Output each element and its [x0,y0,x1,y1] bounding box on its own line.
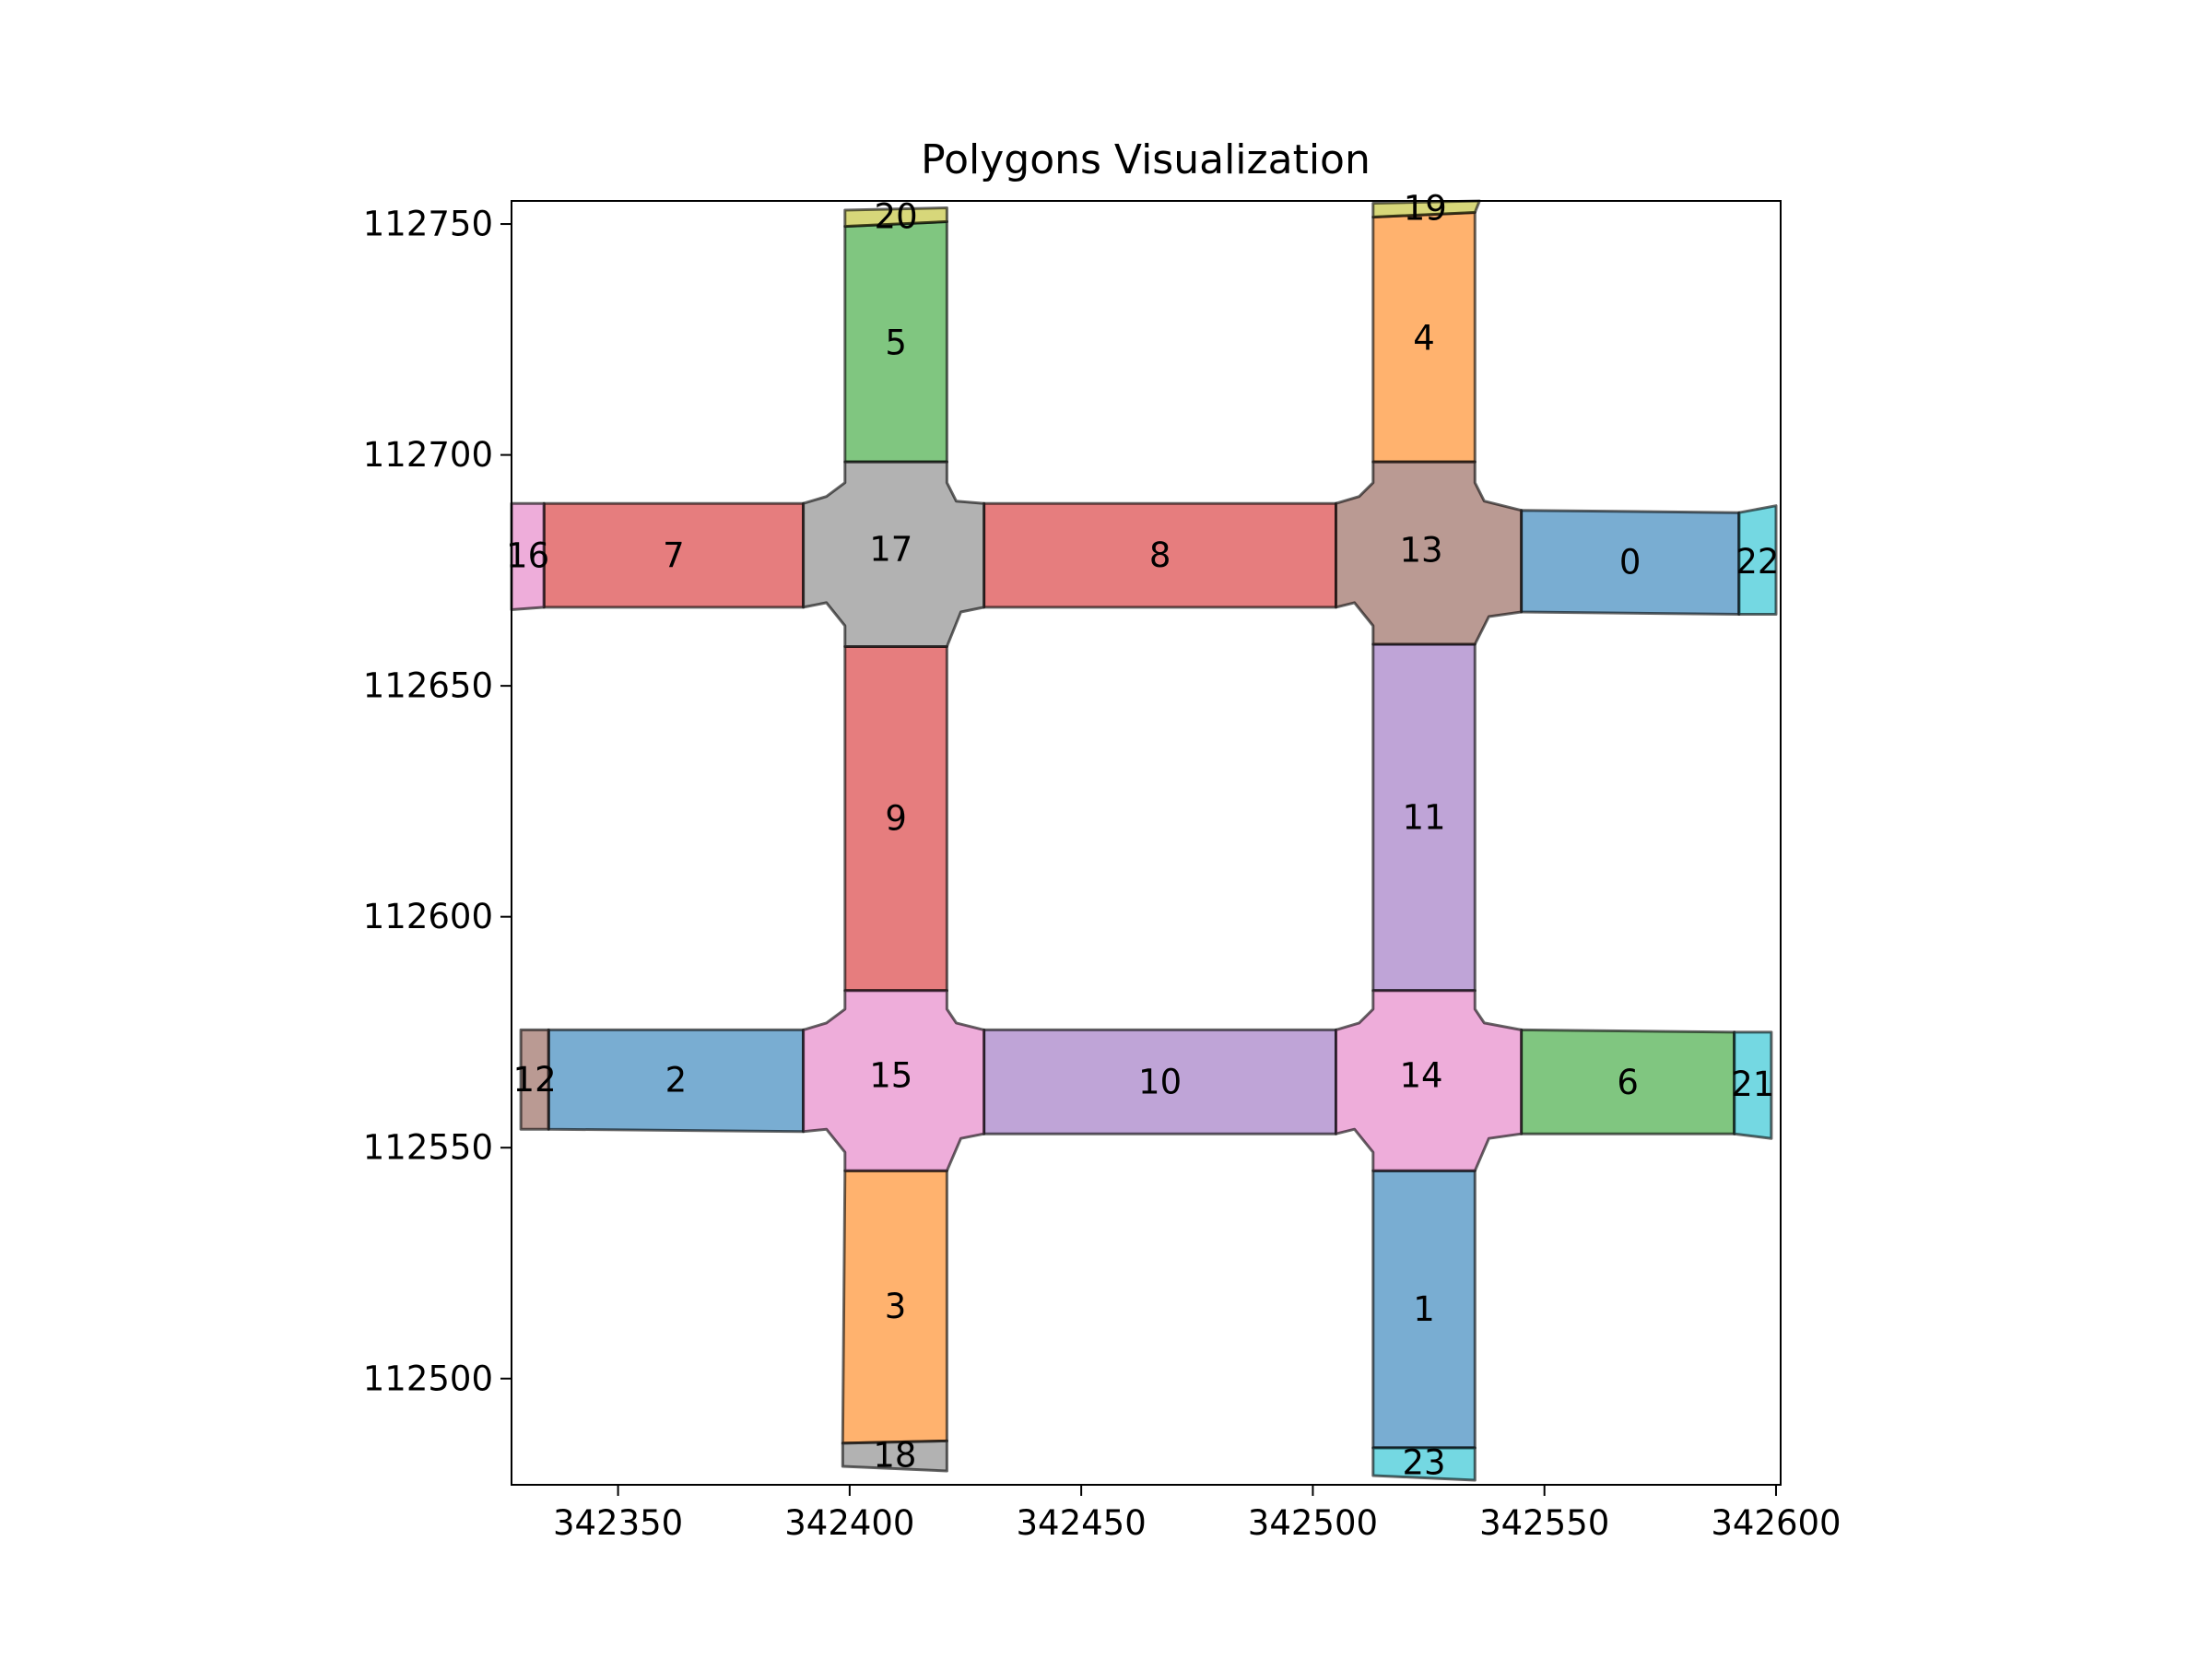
y-tick-label: 112750 [363,205,493,244]
polygon-label-20: 20 [875,196,918,236]
polygon-label-0: 0 [1619,543,1641,582]
polygon-label-11: 11 [1402,797,1445,837]
y-tick-label: 112600 [363,897,493,936]
polygon-label-13: 13 [1399,531,1442,571]
polygon-label-22: 22 [1735,542,1779,582]
axes-frame [511,200,1782,1486]
polygon-label-21: 21 [1731,1065,1774,1104]
polygon-label-16: 16 [506,536,549,576]
polygon-13 [1335,460,1524,646]
polygon-20 [843,206,948,229]
polygon-label-2: 2 [665,1060,688,1100]
polygon-label-4: 4 [1413,319,1435,359]
chart-title: Polygons Visualization [921,136,1371,183]
polygon-label-17: 17 [869,530,912,570]
polygon-label-5: 5 [885,324,907,363]
polygon-label-9: 9 [885,799,907,839]
polygon-label-3: 3 [885,1287,907,1326]
polygon-14 [1335,989,1524,1172]
polygon-21 [1733,1030,1773,1140]
polygon-label-6: 6 [1617,1063,1639,1102]
polygon-label-1: 1 [1413,1289,1435,1329]
polygon-label-10: 10 [1138,1062,1182,1101]
y-axis: 112750 112700 112650 112600 112550 112500 [363,205,512,1398]
x-axis: 342350 342400 342450 342500 342550 342600 [553,1485,1841,1543]
polygon-23 [1371,1446,1477,1482]
polygon-label-23: 23 [1402,1443,1445,1483]
polygon-label-19: 19 [1404,189,1447,229]
polygon-label-7: 7 [663,535,685,575]
polygon-label-14: 14 [1399,1056,1442,1096]
polygon-label-15: 15 [869,1055,912,1095]
polygon-label-18: 18 [873,1436,916,1476]
x-tick-label: 342550 [1479,1503,1609,1543]
polygon-17 [802,460,986,648]
y-tick-label: 112700 [363,435,493,475]
x-tick-label: 342350 [553,1503,683,1543]
y-tick-label: 112550 [363,1128,493,1168]
polygon-18 [841,1439,948,1473]
x-tick-label: 342500 [1248,1503,1378,1543]
polygon-12 [519,1028,550,1131]
polygons-layer [510,199,1778,1482]
polygon-label-12: 12 [513,1060,557,1100]
polygon-15 [802,989,986,1172]
y-tick-label: 112650 [363,666,493,706]
x-tick-label: 342450 [1017,1503,1147,1543]
x-tick-label: 342400 [784,1503,914,1543]
polygon-22 [1737,504,1778,616]
y-tick-label: 112500 [363,1359,493,1398]
polygon-label-8: 8 [1149,535,1171,575]
x-tick-label: 342600 [1711,1503,1841,1543]
